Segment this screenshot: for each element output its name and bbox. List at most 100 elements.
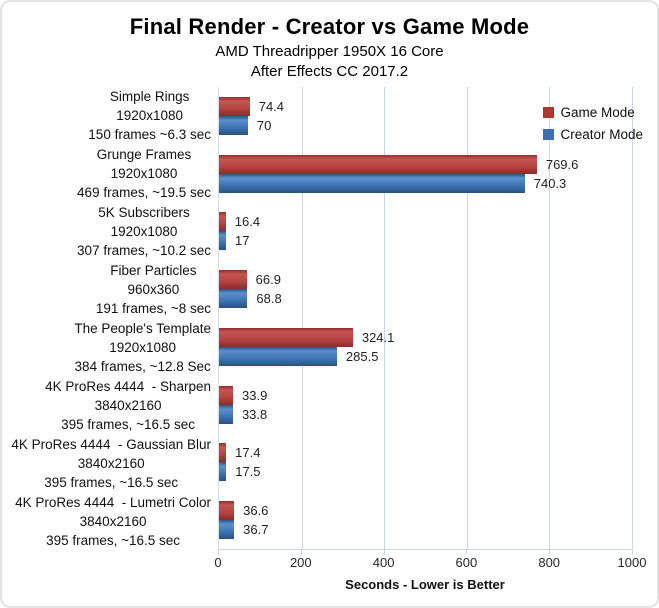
category-label: Grunge Frames 1920x1080 469 frames, ~19.5 … bbox=[2, 145, 218, 203]
bar-line: 324.1 bbox=[219, 327, 632, 347]
creator-mode-bar bbox=[219, 520, 235, 540]
x-axis-title: Seconds - Lower is Better bbox=[345, 577, 505, 592]
chart-subtitle-app: After Effects CC 2017.2 bbox=[250, 63, 409, 80]
x-axis-tick-mark bbox=[549, 550, 551, 555]
bar-line: 36.6 bbox=[219, 501, 632, 521]
x-axis-tick-label: 600 bbox=[455, 555, 478, 570]
category-label-lines: 5K Subscribers 1920x1080 307 frames, ~10.2… bbox=[77, 203, 211, 260]
category-label-line: 5K Subscribers bbox=[98, 205, 190, 221]
category-label-lines: 4K ProRes 4444 - Sharpen 3840x2160 395 fra… bbox=[45, 377, 211, 434]
value-label: 17.4 bbox=[235, 445, 261, 461]
legend-label: Game Mode bbox=[560, 105, 635, 120]
bar-row: 74.4 70 bbox=[219, 87, 632, 145]
bar-line: 74.4 bbox=[219, 96, 632, 116]
category-label-line: 395 frames, ~16.5 sec bbox=[44, 474, 179, 490]
game-mode-bar bbox=[219, 501, 235, 521]
category-label: The People's Template 1920x1080 384 frames… bbox=[2, 319, 218, 377]
x-axis-tick-label: 200 bbox=[289, 555, 312, 570]
category-label-lines: 4K ProRes 4444 - Gaussian Blur 3840x2160 3… bbox=[11, 435, 211, 492]
value-label: 33.9 bbox=[242, 387, 268, 403]
x-axis-tick-mark bbox=[632, 550, 633, 555]
chart-title: Final Render - Creator vs Game Mode bbox=[129, 14, 530, 39]
category-label-lines: 4K ProRes 4444 - Lumetri Color 3840x2160 3… bbox=[15, 493, 211, 550]
x-axis-tick-label: 800 bbox=[538, 555, 561, 570]
game-mode-bar bbox=[219, 212, 226, 232]
category-axis-labels: Simple Rings 1920x1080 150 frames ~6.3 sec… bbox=[2, 87, 218, 550]
category-label-line: 395 frames, ~16.5 sec bbox=[46, 532, 181, 548]
bar-line: 17 bbox=[219, 231, 632, 251]
bar-line: 33.9 bbox=[219, 385, 632, 405]
category-label-line: 3840x2160 bbox=[77, 455, 145, 471]
category-label-line: 4K ProRes 4444 - Gaussian Blur bbox=[11, 436, 211, 452]
game-mode-bar bbox=[219, 270, 247, 290]
x-axis-tick-mark bbox=[383, 550, 385, 555]
chart-body: Simple Rings 1920x1080 150 frames ~6.3 sec… bbox=[2, 87, 657, 550]
creator-mode-bar bbox=[219, 173, 525, 193]
category-label-line: The People's Template bbox=[74, 320, 211, 336]
legend-label: Creator Mode bbox=[560, 127, 643, 142]
plot-area: 74.4 70 769.6 740.3 16.4 17 66.9 68.8 324.1 285.5… bbox=[218, 87, 633, 550]
category-label-line: 1920x1080 bbox=[110, 166, 178, 182]
category-label-lines: The People's Template 1920x1080 384 frames… bbox=[74, 319, 211, 376]
category-label-line: 1920x1080 bbox=[109, 339, 177, 355]
creator-mode-bar bbox=[219, 462, 227, 482]
creator-mode-bar bbox=[219, 231, 227, 251]
category-label-line: 469 frames, ~19.5 sec bbox=[77, 185, 211, 201]
bar-line: 33.8 bbox=[219, 404, 632, 424]
category-label: 4K ProRes 4444 - Lumetri Color 3840x2160 3… bbox=[2, 492, 218, 550]
x-axis-tick-mark bbox=[300, 550, 302, 555]
category-label-lines: Fiber Particles 960x360 191 frames, ~8 sec bbox=[96, 261, 211, 318]
category-label-line: 150 frames ~6.3 sec bbox=[88, 127, 211, 143]
bar-row: 16.4 17 bbox=[219, 203, 632, 261]
bar-row: 324.1 285.5 bbox=[219, 318, 632, 376]
category-label-line: 4K ProRes 4444 - Lumetri Color bbox=[15, 494, 211, 510]
category-label-lines: Grunge Frames 1920x1080 469 frames, ~19.5 … bbox=[77, 145, 211, 202]
category-label: 4K ProRes 4444 - Sharpen 3840x2160 395 fra… bbox=[2, 376, 218, 434]
x-axis-tick-label: 0 bbox=[214, 555, 222, 570]
category-label: Fiber Particles 960x360 191 frames, ~8 sec bbox=[2, 261, 218, 319]
creator-mode-bar bbox=[219, 289, 248, 309]
category-label: Simple Rings 1920x1080 150 frames ~6.3 sec bbox=[2, 87, 218, 145]
x-axis-tick-mark bbox=[466, 550, 468, 555]
category-label-line: 191 frames, ~8 sec bbox=[95, 301, 211, 317]
bar-line: 68.8 bbox=[219, 289, 632, 309]
category-label-line: 307 frames, ~10.2 sec bbox=[77, 243, 211, 259]
legend-item: Game Mode bbox=[543, 105, 643, 120]
category-label-line: 395 frames, ~16.5 sec bbox=[61, 416, 196, 432]
creator-mode-bar bbox=[219, 346, 337, 366]
value-label: 36.7 bbox=[243, 522, 269, 538]
bar-line: 70 bbox=[219, 115, 632, 135]
bar-line: 740.3 bbox=[219, 173, 632, 193]
value-label: 68.8 bbox=[256, 291, 282, 307]
x-axis-tick-mark bbox=[218, 550, 219, 555]
value-label: 74.4 bbox=[258, 98, 285, 114]
gridline bbox=[632, 87, 633, 549]
category-label: 5K Subscribers 1920x1080 307 frames, ~10.2… bbox=[2, 203, 218, 261]
category-label-line: Fiber Particles bbox=[110, 263, 197, 279]
legend-swatch-icon bbox=[543, 129, 555, 140]
game-mode-bar bbox=[219, 96, 250, 116]
x-axis: 0 200 400 600 800 1000 bbox=[214, 550, 646, 574]
category-label-line: 3840x2160 bbox=[79, 513, 147, 529]
value-label: 70 bbox=[256, 117, 272, 133]
bar-line: 66.9 bbox=[219, 270, 632, 290]
bar-row: 769.6 740.3 bbox=[219, 145, 632, 203]
value-label: 17.5 bbox=[235, 464, 261, 480]
category-label-line: 3840x2160 bbox=[94, 397, 162, 413]
bar-line: 36.7 bbox=[219, 520, 632, 540]
bar-line: 16.4 bbox=[219, 212, 632, 232]
category-label-lines: Simple Rings 1920x1080 150 frames ~6.3 sec bbox=[88, 87, 211, 144]
legend-swatch-icon bbox=[543, 107, 555, 118]
chart-subtitle-cpu: AMD Threadripper 1950X 16 Core bbox=[215, 43, 444, 60]
creator-mode-bar bbox=[219, 404, 233, 424]
category-label-line: Simple Rings bbox=[109, 89, 190, 105]
category-label-line: 1920x1080 bbox=[116, 108, 184, 124]
gridline bbox=[301, 87, 303, 549]
x-axis-tick-label: 400 bbox=[372, 555, 395, 570]
bar-line: 17.5 bbox=[219, 462, 632, 482]
x-axis-tick-label: 1000 bbox=[617, 555, 647, 570]
bar-row: 66.9 68.8 bbox=[219, 260, 632, 318]
bar-rows: 74.4 70 769.6 740.3 16.4 17 66.9 68.8 324.1 285.5… bbox=[219, 87, 632, 549]
game-mode-bar bbox=[219, 327, 353, 347]
